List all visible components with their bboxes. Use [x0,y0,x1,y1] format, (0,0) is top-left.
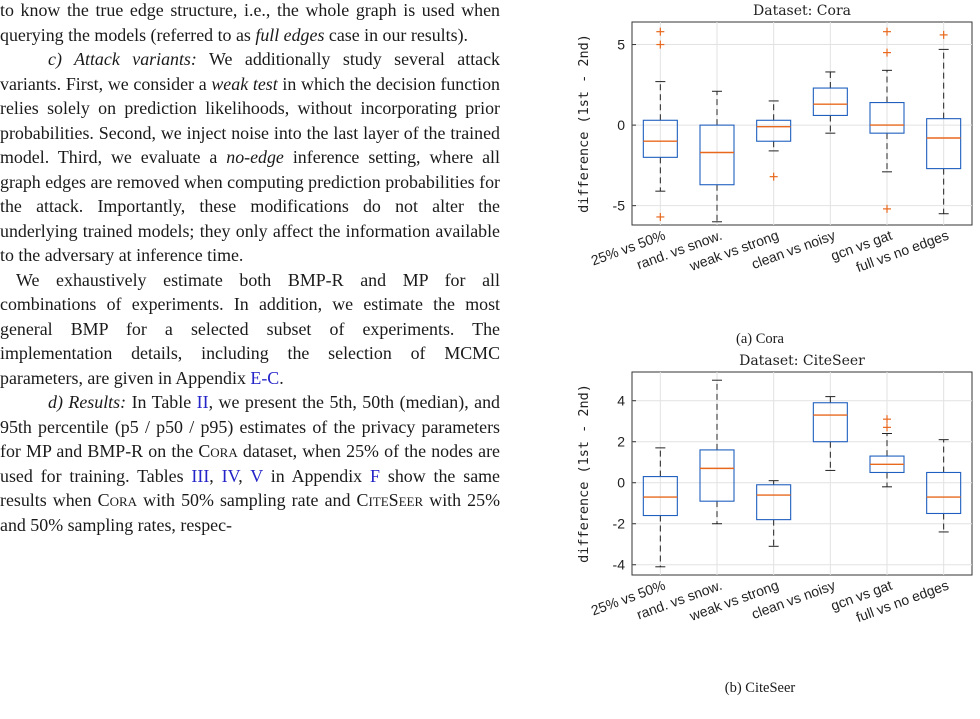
paragraph-full-edges: to know the true edge structure, i.e., t… [0,0,500,45]
table-link-iv[interactable]: IV [221,465,239,486]
y-tick-label: 0 [617,475,625,491]
box-1 [699,90,735,223]
box-4 [869,415,905,488]
y-tick-label: -2 [613,516,626,532]
citeseer-figure-caption: (b) CiteSeer [724,680,796,696]
body-text-column: to know the true edge structure, i.e., t… [0,0,500,537]
y-tick-label: 5 [617,37,625,53]
box-iqr [642,476,678,517]
y-axis-label: difference (1st - 2nd) [576,34,592,213]
plot-area [631,21,973,226]
y-tick-label: -5 [613,198,626,214]
box-iqr [869,102,905,134]
box-0 [642,447,678,568]
subsection-heading: d) Results: [48,392,127,412]
table-link-iii[interactable]: III [191,465,210,486]
cora-boxplot-figure: Dataset: Cora -5 0 5 25% vs 50% rand. vs snow… [560,0,980,330]
box-iqr [756,119,792,142]
subsection-heading: c) Attack variants: [48,49,197,69]
y-axis-label: difference (1st - 2nd) [576,384,592,563]
box-iqr [699,124,735,186]
box-iqr [812,87,848,116]
y-tick-label: -4 [613,557,626,573]
box-iqr [756,484,792,521]
box-3 [812,396,848,471]
y-tick-label: 4 [617,393,625,409]
paragraph-estimation: We exhaustively estimate both BMP-R and … [0,269,500,388]
box-1 [699,379,735,525]
y-tick-label: 0 [617,117,625,133]
chart-title: Dataset: Cora [753,3,851,19]
box-iqr [926,471,962,515]
table-link-ii[interactable]: II [196,392,209,412]
box-iqr [926,118,962,170]
plot-area [631,371,973,576]
box-0 [642,27,678,221]
paragraph-attack-variants: c) Attack variants: We additionally stud… [0,49,501,265]
box-5 [926,439,962,533]
table-link-v[interactable]: V [250,465,263,486]
box-4 [869,27,905,213]
y-tick-label: 2 [617,434,625,450]
appendix-link-f[interactable]: F [370,465,380,486]
citeseer-boxplot-figure: Dataset: CiteSeer -4 -2 0 2 4 25% vs 50% rand. … [560,350,980,680]
box-3 [812,71,848,134]
box-5 [926,30,962,215]
box-2 [756,480,792,547]
box-2 [756,100,792,181]
box-iqr [642,119,678,158]
appendix-link-e-c[interactable]: E-C [250,367,280,388]
box-iqr [812,402,848,443]
cora-figure-caption: (a) Cora [736,331,784,347]
chart-title: Dataset: CiteSeer [739,353,865,369]
box-iqr [699,449,735,502]
paragraph-results: d) Results: In Table II, we present the … [0,392,501,535]
